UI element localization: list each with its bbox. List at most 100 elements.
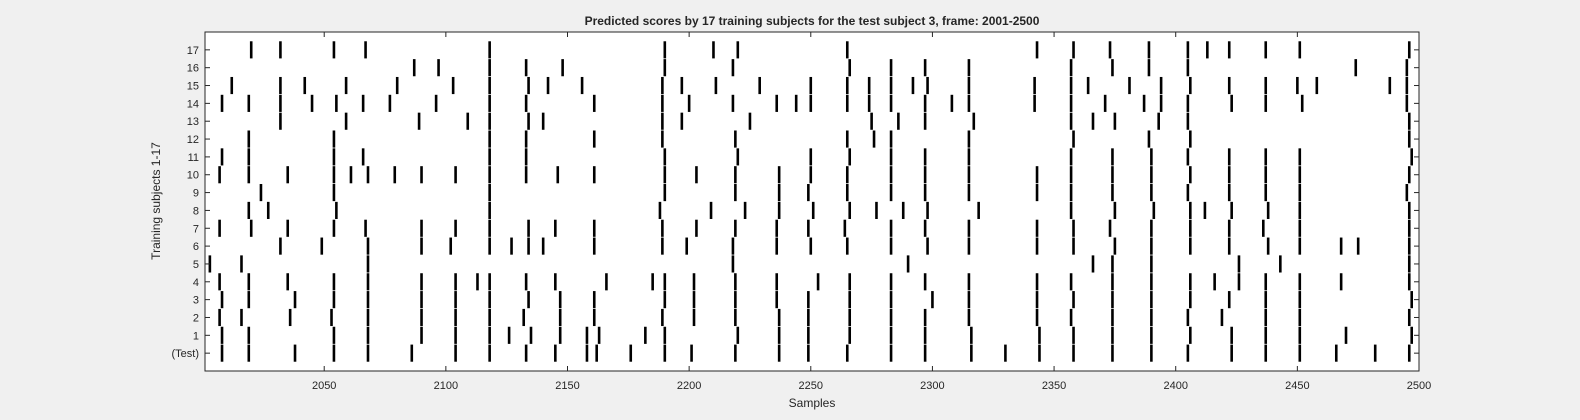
event-mark (1111, 59, 1114, 77)
event-mark (889, 166, 893, 184)
event-mark (279, 112, 282, 130)
event-mark (758, 76, 761, 95)
event-mark (680, 76, 684, 95)
event-mark (1227, 41, 1231, 59)
event-mark (1186, 148, 1190, 166)
event-mark (661, 94, 664, 112)
event-mark (748, 112, 752, 130)
event-mark (1072, 219, 1075, 237)
event-mark (488, 273, 491, 291)
event-mark (247, 344, 251, 362)
event-mark (794, 94, 798, 112)
event-mark (967, 59, 971, 77)
event-mark (967, 219, 971, 237)
event-mark (843, 219, 847, 237)
event-mark (293, 344, 297, 362)
x-tick-label: 2050 (312, 380, 336, 392)
event-mark (848, 308, 852, 327)
event-mark (1072, 41, 1075, 59)
event-mark (332, 291, 336, 309)
event-mark (524, 130, 528, 148)
event-mark (734, 291, 737, 309)
event-mark (434, 94, 438, 112)
event-mark (247, 148, 251, 166)
event-mark (1091, 255, 1095, 273)
event-mark (1264, 148, 1268, 166)
event-mark (554, 219, 557, 237)
event-mark (332, 130, 336, 148)
event-mark (845, 41, 849, 59)
event-mark (1230, 94, 1233, 112)
event-mark (1150, 166, 1153, 184)
event-mark (1072, 237, 1075, 255)
event-mark (775, 273, 779, 291)
y-tick-label: 5 (193, 259, 199, 271)
event-mark (1230, 201, 1233, 219)
event-mark (736, 326, 740, 344)
event-mark (454, 273, 457, 291)
event-mark (1298, 308, 1302, 327)
event-mark (412, 59, 416, 77)
x-tick-label: 2100 (434, 380, 458, 392)
event-mark (476, 273, 479, 291)
event-mark (692, 291, 696, 309)
event-mark (663, 291, 667, 309)
event-mark (1266, 201, 1270, 219)
event-mark (522, 308, 526, 327)
event-mark (1354, 59, 1358, 77)
event-mark (1410, 326, 1413, 344)
event-mark (658, 201, 662, 219)
y-tick-label: 9 (193, 188, 199, 200)
event-mark (734, 184, 737, 202)
event-mark (488, 130, 491, 148)
event-mark (950, 94, 954, 112)
event-mark (420, 166, 423, 184)
event-mark (449, 237, 453, 255)
event-mark (775, 291, 779, 309)
event-mark (332, 166, 336, 184)
event-mark (366, 344, 370, 362)
event-mark (454, 166, 457, 184)
x-tick-label: 2450 (1285, 380, 1309, 392)
event-mark (1410, 291, 1413, 309)
event-mark (889, 76, 893, 95)
x-tick-label: 2200 (677, 380, 701, 392)
event-mark (1147, 130, 1151, 148)
event-mark (926, 76, 929, 95)
event-mark (420, 308, 423, 327)
event-mark (1035, 237, 1039, 255)
event-mark (923, 59, 927, 77)
event-mark (712, 41, 715, 59)
event-mark (709, 201, 713, 219)
y-tick-label: 10 (187, 170, 199, 182)
event-mark (1356, 237, 1360, 255)
event-mark (1298, 273, 1302, 291)
event-mark (967, 237, 971, 255)
event-mark (1159, 94, 1163, 112)
event-mark (220, 148, 224, 166)
event-mark (967, 308, 971, 327)
event-mark (1072, 326, 1075, 344)
event-mark (488, 166, 491, 184)
event-mark (344, 112, 348, 130)
event-mark (454, 291, 457, 309)
event-mark (286, 219, 290, 237)
event-mark (1189, 273, 1192, 291)
event-mark (1186, 308, 1190, 327)
event-mark (870, 112, 873, 130)
event-mark (867, 94, 871, 112)
event-mark (1373, 344, 1377, 362)
event-mark (332, 148, 336, 166)
event-mark (1220, 308, 1224, 327)
event-mark (541, 237, 545, 255)
event-mark (366, 237, 370, 255)
event-mark (661, 112, 664, 130)
event-mark (1186, 59, 1190, 77)
event-mark (695, 219, 698, 237)
event-mark (889, 94, 893, 112)
event-mark (1189, 76, 1192, 95)
event-mark (1264, 273, 1268, 291)
event-mark (1344, 326, 1348, 344)
event-mark (663, 41, 667, 59)
